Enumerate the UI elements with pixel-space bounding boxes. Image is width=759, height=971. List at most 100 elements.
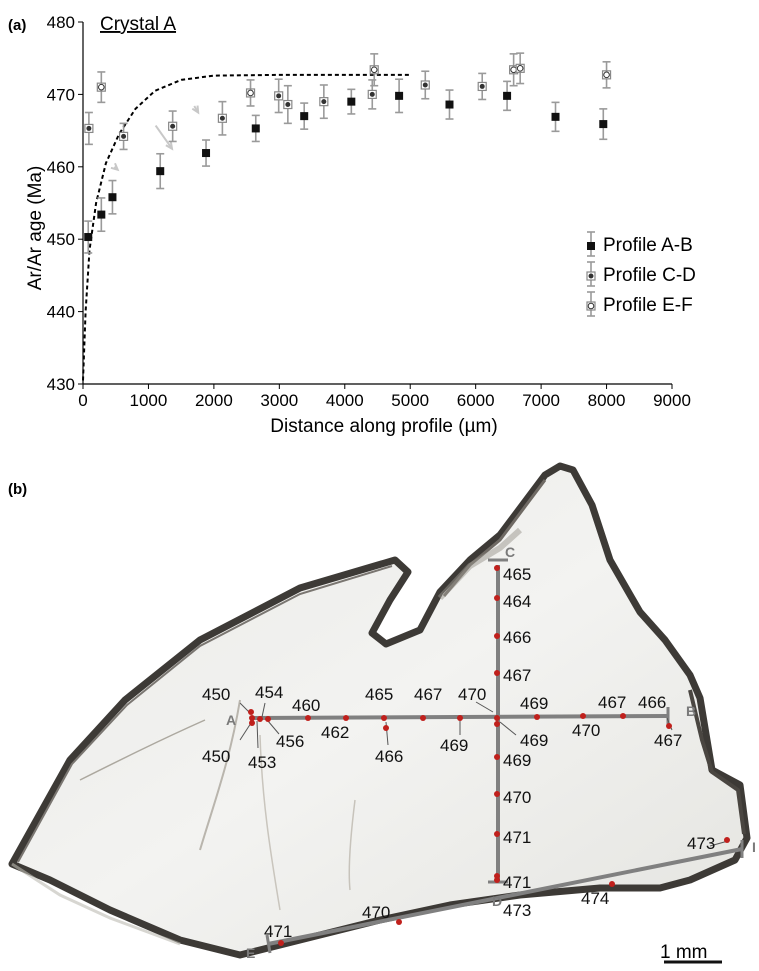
y-tick-label: 470 <box>47 85 75 104</box>
age-label: 466 <box>503 628 531 647</box>
age-label: 471 <box>503 828 531 847</box>
legend-marker <box>587 242 595 250</box>
model-curve <box>82 73 411 381</box>
trend-arrows <box>110 105 200 172</box>
age-label: 465 <box>365 685 393 704</box>
data-point-center <box>219 115 225 121</box>
data-point <box>503 91 512 100</box>
data-point-center <box>479 83 485 89</box>
scale-bar-label: 1 mm <box>660 942 708 963</box>
scale-bar: 1 mm <box>660 942 722 964</box>
legend-entry: Profile A-B <box>603 235 693 256</box>
legend-entry: Profile E-F <box>603 295 693 316</box>
x-tick-label: 1000 <box>130 391 168 410</box>
age-label: 470 <box>572 721 600 740</box>
data-point <box>347 97 356 106</box>
data-point-center <box>247 89 254 97</box>
chart-legend: Profile A-B Profile C-D Profile E-F <box>586 231 696 317</box>
endpoint-a: A <box>226 712 236 728</box>
data-point-center <box>98 83 105 91</box>
model-curve-line <box>82 73 411 381</box>
data-point <box>395 91 404 100</box>
age-label: 450 <box>202 685 230 704</box>
y-tick-label: 460 <box>47 158 75 177</box>
age-label: 460 <box>292 696 320 715</box>
age-label: 471 <box>503 873 531 892</box>
age-label: 465 <box>503 565 531 584</box>
age-label: 469 <box>520 694 548 713</box>
trend-arrow <box>154 124 173 150</box>
data-point <box>97 210 106 219</box>
age-label: 453 <box>248 753 276 772</box>
data-point-center <box>121 133 127 139</box>
age-label: 456 <box>276 732 304 751</box>
crystal-photo <box>8 462 751 959</box>
age-label: 454 <box>255 683 283 702</box>
data-point-center <box>422 82 428 88</box>
age-label: 473 <box>687 834 715 853</box>
age-label: 471 <box>264 922 292 941</box>
profile-line-e-f <box>267 847 743 946</box>
y-axis-label: Ar/Ar age (Ma) <box>25 166 46 291</box>
age-label: 467 <box>414 685 442 704</box>
trend-arrow-head <box>110 162 120 172</box>
endcap-e <box>265 934 272 954</box>
data-point <box>251 124 260 133</box>
data-point-center <box>516 65 524 72</box>
age-label: 470 <box>503 788 531 807</box>
x-tick-label: 0 <box>78 391 87 410</box>
chart-title: Crystal A <box>100 14 176 35</box>
age-label: 467 <box>503 666 531 685</box>
y-tick-label: 430 <box>47 375 75 394</box>
data-point-center <box>369 91 375 97</box>
age-label: 467 <box>654 731 682 750</box>
age-label: 466 <box>375 747 403 766</box>
sample-points <box>248 565 730 946</box>
data-point <box>445 100 454 109</box>
data-point-center <box>603 71 610 79</box>
trend-arrow-head <box>191 105 200 115</box>
legend-marker-center <box>588 273 594 279</box>
age-label: 470 <box>362 903 390 922</box>
plot-axes: 430 440 450 460 470 480 0 1000 2000 3000 4000 5000 6… <box>47 13 691 410</box>
data-point <box>599 120 608 129</box>
age-label: 467 <box>598 693 626 712</box>
data-point-center <box>170 123 176 129</box>
panel-a: (a) 430 440 450 460 470 480 0 1000 2000 3000 4000 5… <box>8 13 696 437</box>
trend-arrow-head <box>165 141 174 151</box>
y-tick-label: 450 <box>47 230 75 249</box>
x-tick-label: 6000 <box>457 391 495 410</box>
data-point-center <box>321 99 327 105</box>
x-tick-label: 2000 <box>195 391 233 410</box>
x-tick-label: 9000 <box>653 391 691 410</box>
x-tick-label: 3000 <box>260 391 298 410</box>
data-points <box>84 52 612 254</box>
legend-marker-center <box>587 302 595 310</box>
age-label: 450 <box>202 747 230 766</box>
age-label: 469 <box>503 751 531 770</box>
panel-b: (b) <box>8 462 756 964</box>
endpoint-i: I <box>752 839 756 855</box>
legend-entry: Profile C-D <box>603 265 696 286</box>
age-label: 473 <box>503 901 531 920</box>
panel-a-label: (a) <box>8 17 26 34</box>
age-label: 462 <box>321 723 349 742</box>
data-point <box>300 112 309 121</box>
data-point-center <box>285 102 291 108</box>
data-point-center <box>276 93 282 99</box>
age-label: 469 <box>520 731 548 750</box>
endpoint-c: C <box>505 544 515 560</box>
data-point <box>156 167 165 176</box>
data-point <box>202 149 211 158</box>
y-tick-label: 480 <box>47 13 75 32</box>
y-tick-label: 440 <box>47 303 75 322</box>
data-point <box>551 112 560 121</box>
x-axis-label: Distance along profile (µm) <box>270 416 497 437</box>
scatter-plot: 430 440 450 460 470 480 0 1000 2000 3000 4000 5000 6… <box>47 13 691 410</box>
data-point <box>84 233 93 242</box>
endpoint-b: B <box>686 703 696 719</box>
data-point-center <box>370 66 378 74</box>
age-label: 469 <box>440 736 468 755</box>
age-label: 470 <box>458 685 486 704</box>
